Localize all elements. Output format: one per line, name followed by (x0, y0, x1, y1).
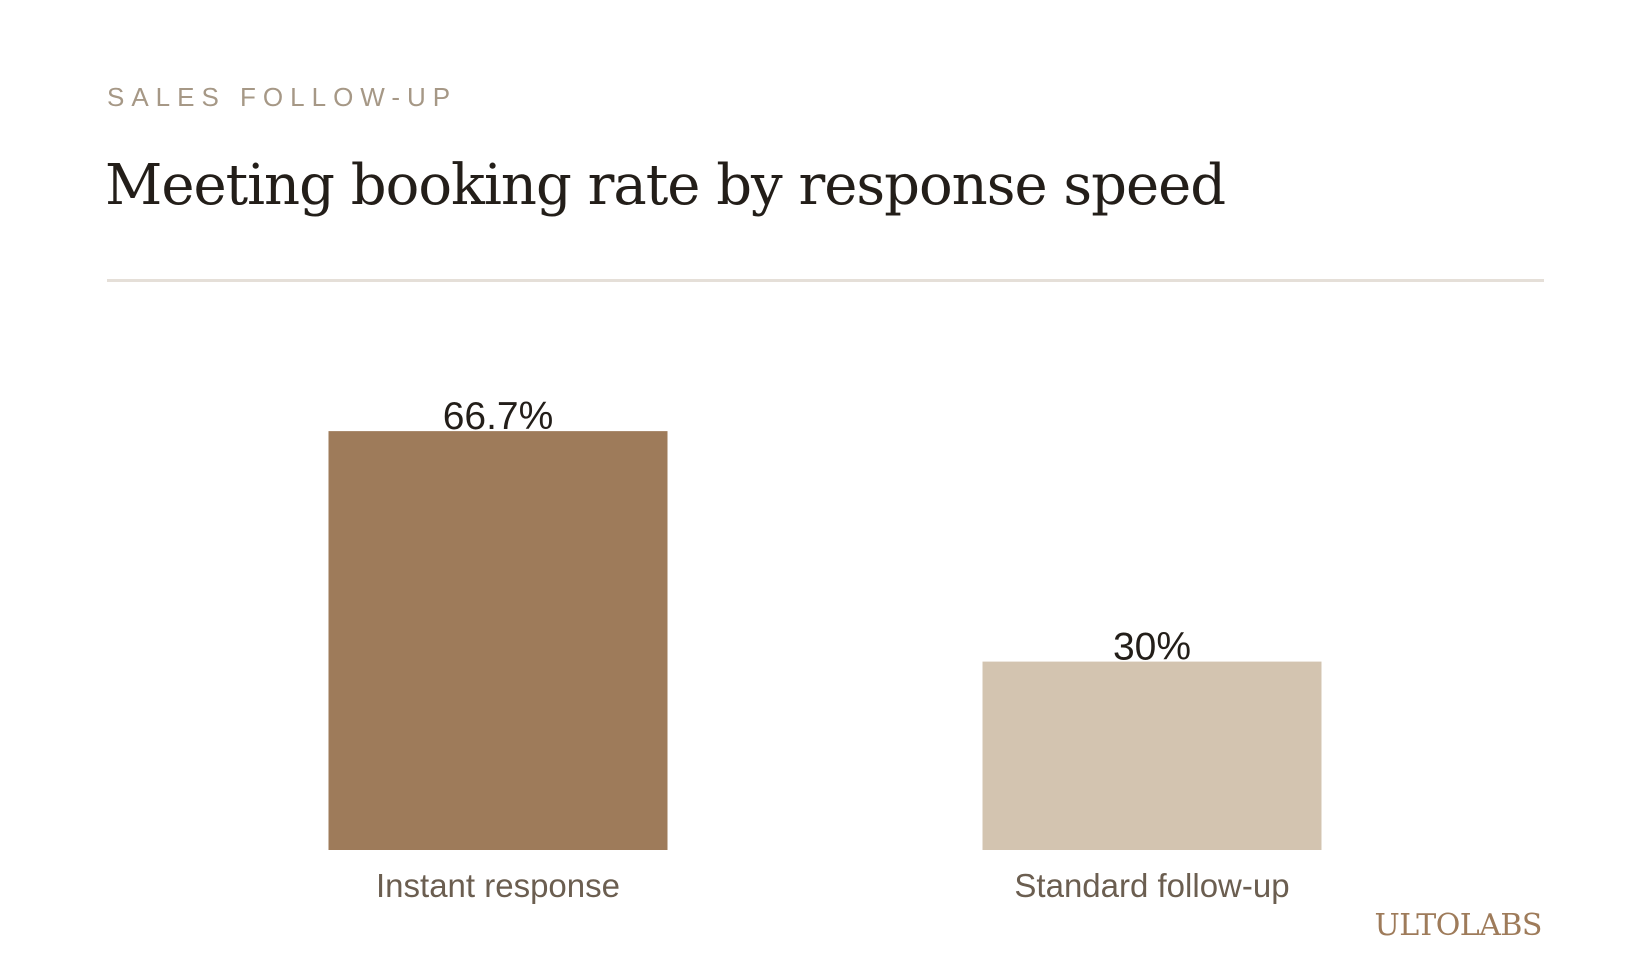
category-label-standard-follow-up: Standard follow-up (1014, 867, 1289, 904)
chart-title: Meeting booking rate by response speed (105, 153, 1226, 218)
category-labels-group: Instant response Standard follow-up (376, 867, 1290, 904)
title-divider (107, 279, 1544, 282)
chart-eyebrow: SALES FOLLOW-UP (107, 82, 458, 112)
bar-instant-response (328, 431, 668, 850)
bar-standard-follow-up (982, 661, 1322, 850)
brand-logo: ULTOLABS (1374, 908, 1542, 943)
bars-group (328, 431, 1322, 850)
value-labels-group: 66.7% 30% (443, 395, 1191, 668)
value-label-standard-follow-up: 30% (1113, 626, 1191, 669)
category-label-instant-response: Instant response (376, 867, 620, 904)
value-label-instant-response: 66.7% (443, 395, 554, 438)
